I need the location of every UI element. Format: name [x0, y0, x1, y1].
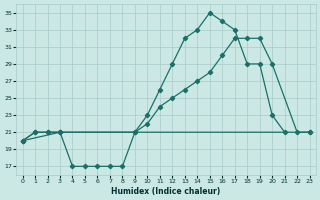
- X-axis label: Humidex (Indice chaleur): Humidex (Indice chaleur): [111, 187, 221, 196]
